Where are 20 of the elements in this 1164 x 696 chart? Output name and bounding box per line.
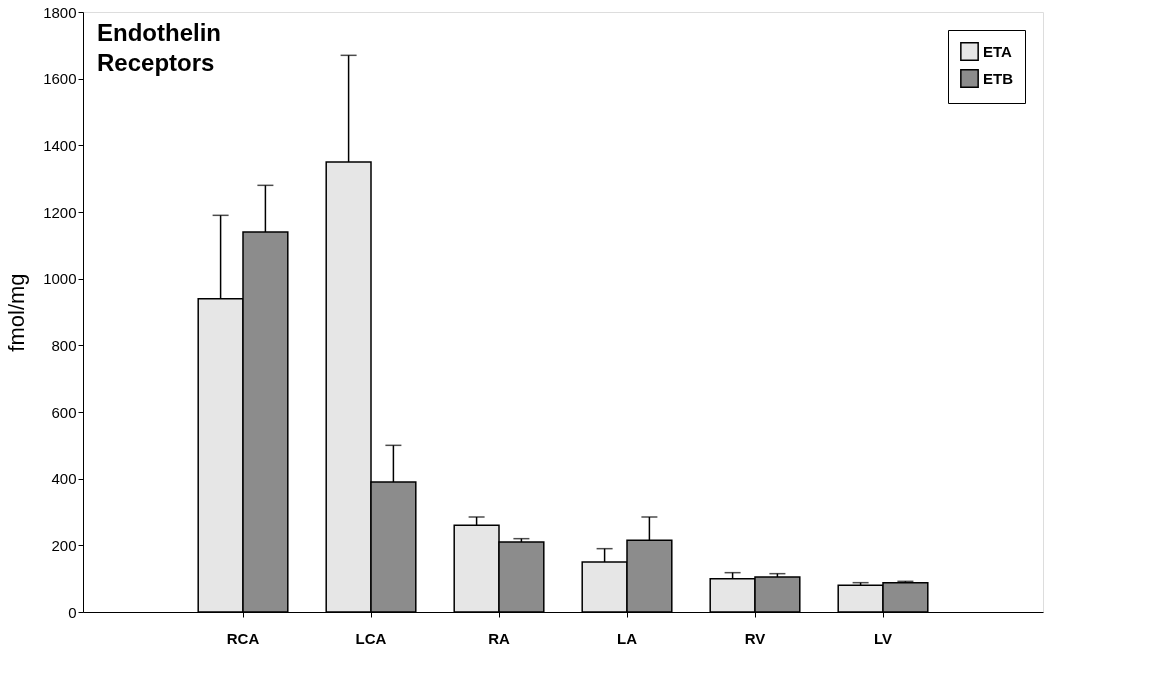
x-tick-label: RA — [488, 629, 510, 647]
x-tick-label: LCA — [355, 629, 387, 647]
y-tick-label: 0 — [68, 603, 77, 621]
legend-label: ETA — [983, 42, 1013, 60]
y-tick-label: 800 — [51, 336, 77, 354]
x-tick-label: LV — [873, 629, 893, 647]
x-tick-label: LA — [617, 629, 638, 647]
y-tick-label: 1200 — [43, 203, 77, 221]
legend-label: ETB — [983, 69, 1014, 87]
y-tick-label: 200 — [51, 536, 77, 554]
x-tick-label: RCA — [226, 629, 260, 647]
y-tick-label: 1800 — [43, 3, 77, 21]
text: Endothelin Receptors — [97, 19, 221, 76]
y-tick-label: 1400 — [43, 136, 77, 154]
y-tick-label: 600 — [51, 403, 77, 421]
y-tick-label: 400 — [51, 470, 77, 488]
y-tick-label: 1600 — [43, 70, 77, 88]
x-tick-label: RV — [744, 629, 766, 647]
y-axis-title: fmol/mg — [4, 273, 30, 352]
y-tick-label: 1000 — [43, 270, 77, 288]
